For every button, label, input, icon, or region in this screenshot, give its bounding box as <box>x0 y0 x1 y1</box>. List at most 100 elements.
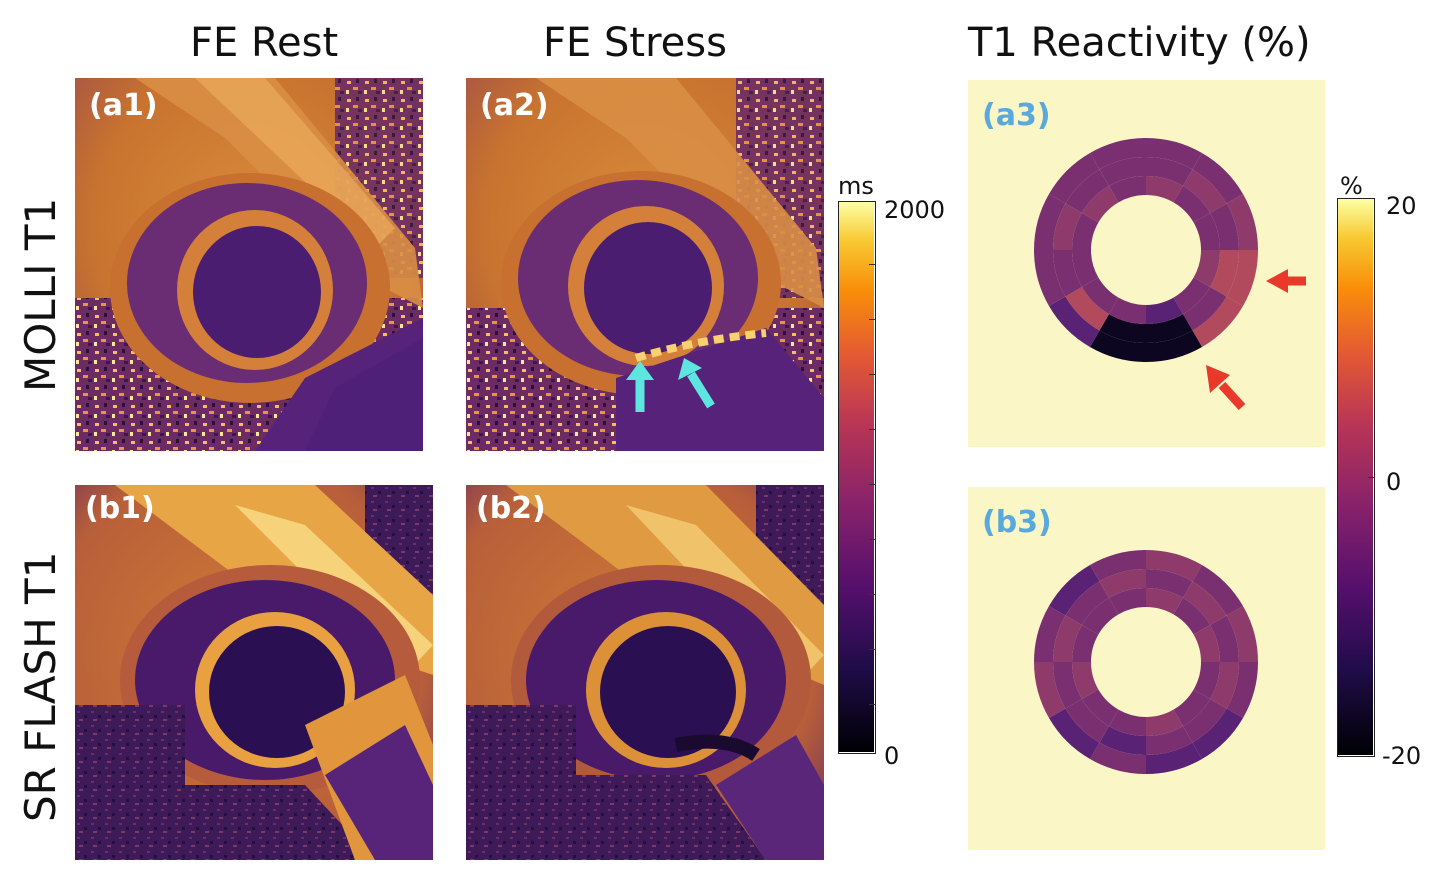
bullseye-segment <box>1090 742 1146 774</box>
bullseye-segment <box>1210 662 1239 709</box>
bullseye-segment <box>1053 203 1082 250</box>
column-title-fe-rest: FE Rest <box>190 20 339 66</box>
bullseye-segment <box>1099 726 1146 755</box>
bullseye-segment <box>1146 742 1202 774</box>
bullseye-segment <box>1090 138 1146 170</box>
bullseye-segment <box>1049 565 1100 616</box>
bullseye-segment <box>1146 176 1183 203</box>
bullseye-segment <box>1109 709 1146 736</box>
bullseye-segment <box>1173 597 1211 635</box>
bullseye-segment <box>1192 296 1243 347</box>
bullseye-segment <box>1146 709 1183 736</box>
bullseye-segment <box>1192 153 1243 204</box>
red-arrow-icon <box>1266 269 1306 293</box>
t1-colorbar <box>838 201 876 754</box>
bullseye-panel-a3: (a3) <box>968 80 1325 447</box>
bullseye-segment <box>1193 662 1220 699</box>
bullseye-panel-b3: (b3) <box>968 487 1325 850</box>
red-arrow-group <box>1206 269 1306 411</box>
bullseye-segment <box>1146 569 1193 598</box>
red-arrow-icon <box>1206 365 1246 411</box>
bullseye-segment <box>1210 615 1239 662</box>
reactivity-colorbar-unit: % <box>1340 172 1363 200</box>
image-panel-a2: (a2) <box>466 78 824 451</box>
bullseye-segment <box>1034 194 1066 250</box>
cyan-arrow-icon <box>626 361 654 412</box>
bullseye-segment <box>1210 203 1239 250</box>
bullseye-segment <box>1146 297 1183 324</box>
bullseye-segment <box>1109 176 1146 203</box>
column-title-t1-reactivity: T1 Reactivity (%) <box>968 20 1311 66</box>
bullseye-segment <box>1226 250 1258 306</box>
flash-rest-t1-map <box>75 485 433 860</box>
bullseye-segment <box>1053 615 1082 662</box>
bullseye-segment <box>1034 606 1066 662</box>
panel-label-a1: (a1) <box>89 88 158 123</box>
bullseye-segment <box>1081 597 1119 635</box>
bullseye-segment <box>1146 330 1202 362</box>
bullseye-segment <box>1193 213 1220 250</box>
bullseye-segment <box>1081 277 1119 315</box>
reactivity-colorbar-max-label: 20 <box>1386 192 1417 220</box>
bullseye-segment <box>1146 550 1202 582</box>
bullseye-segment <box>1183 287 1227 331</box>
row-title-molli-t1: MOLLI T1 <box>16 197 65 392</box>
bullseye-segment <box>1183 581 1227 625</box>
image-panel-a1: (a1) <box>75 78 423 451</box>
panel-label-a2: (a2) <box>480 88 549 123</box>
bullseye-segment <box>1226 606 1258 662</box>
image-panel-b2: (b2) <box>466 485 824 860</box>
bullseye-segment <box>1053 250 1082 297</box>
molli-stress-t1-map <box>466 78 824 451</box>
bullseye-segment <box>1099 314 1146 343</box>
bullseye-segment <box>1146 157 1193 186</box>
bullseye-segment <box>1081 185 1119 223</box>
bullseye-segment <box>1034 662 1066 718</box>
bullseye-segment <box>1049 296 1100 347</box>
bullseye-segment <box>1065 169 1109 213</box>
bullseye-segment <box>1072 625 1099 662</box>
t1-colorbar-min-label: 0 <box>884 742 900 770</box>
image-panel-b1: (b1) <box>75 485 433 860</box>
panel-label-b1: (b1) <box>85 491 155 526</box>
row-title-sr-flash-t1: SR FLASH T1 <box>16 551 65 822</box>
panel-label-a3: (a3) <box>982 98 1051 133</box>
bullseye-segment <box>1065 699 1109 743</box>
bullseye-segment <box>1226 662 1258 718</box>
flash-stress-t1-map <box>466 485 824 860</box>
molli-reactivity-bullseye <box>1034 138 1258 362</box>
bullseye-segment <box>1193 250 1220 287</box>
bullseye-segment <box>1090 330 1146 362</box>
bullseye-segment <box>1053 662 1082 709</box>
bullseye-segment <box>1210 250 1239 297</box>
molli-rest-t1-map <box>75 78 423 451</box>
bullseye-segment <box>1183 699 1227 743</box>
bullseye-segment <box>1065 581 1109 625</box>
reactivity-colorbar-min-label: -20 <box>1382 742 1422 770</box>
bullseye-segment <box>1146 588 1183 615</box>
bullseye-segment <box>1049 153 1100 204</box>
bullseye-segment <box>1173 689 1211 727</box>
bullseye-segment <box>1072 250 1099 287</box>
bullseye-segment <box>1146 726 1193 755</box>
bullseye-segment <box>1099 569 1146 598</box>
bullseye-segment <box>1226 194 1258 250</box>
bullseye-segment <box>1183 169 1227 213</box>
bullseye-segment <box>1090 550 1146 582</box>
bullseye-segment <box>1173 277 1211 315</box>
flash-reactivity-bullseye <box>1034 550 1258 774</box>
column-title-fe-stress: FE Stress <box>543 20 727 66</box>
bullseye-segment <box>1072 662 1099 699</box>
bullseye-segment <box>1193 625 1220 662</box>
reactivity-colorbar-mid-label: 0 <box>1386 468 1402 496</box>
t1-colorbar-max-label: 2000 <box>884 196 946 224</box>
bullseye-segment <box>1192 565 1243 616</box>
t1-colorbar-unit: ms <box>838 172 874 200</box>
bullseye-segment <box>1192 708 1243 759</box>
cyan-arrow-icon <box>678 358 715 409</box>
bullseye-segment <box>1099 157 1146 186</box>
bullseye-segment <box>1049 708 1100 759</box>
bullseye-segment <box>1146 314 1193 343</box>
bullseye-segment <box>1109 588 1146 615</box>
bullseye-segment <box>1081 689 1119 727</box>
